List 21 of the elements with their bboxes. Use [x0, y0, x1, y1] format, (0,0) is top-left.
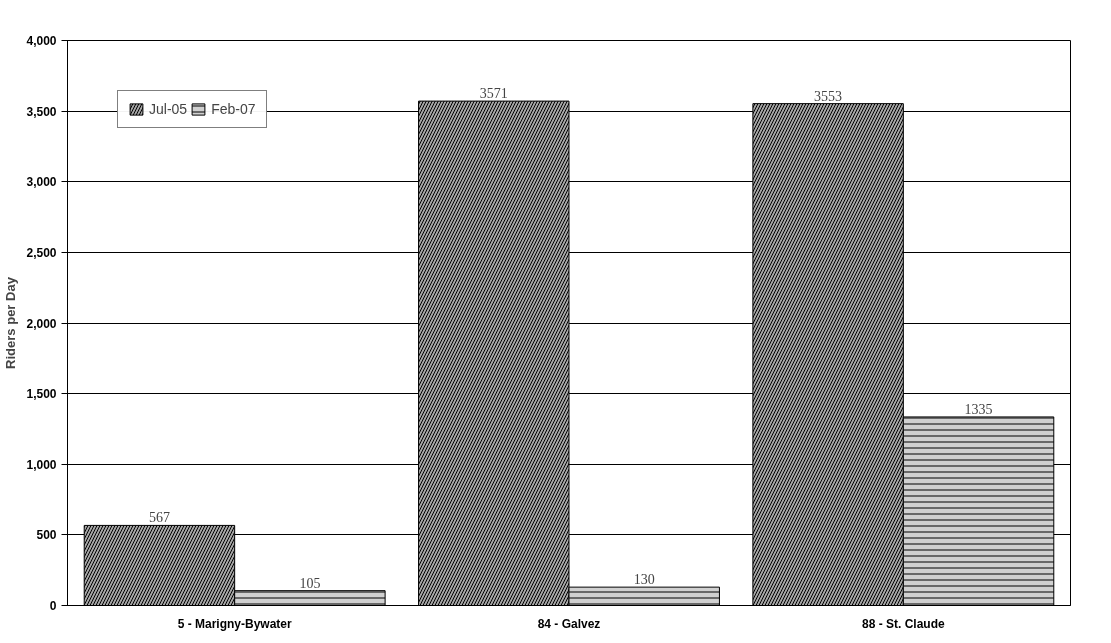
x-tick-label: 84 - Galvez — [537, 616, 601, 631]
data-label: 3571 — [479, 86, 508, 102]
y-tick-label: 0 — [49, 599, 57, 613]
data-label: 3553 — [814, 88, 843, 104]
y-tick-label: 3,500 — [26, 104, 57, 119]
data-label: 1335 — [964, 401, 993, 417]
y-tick-label: 2,000 — [26, 316, 57, 331]
data-label: 130 — [633, 572, 655, 588]
legend-label: Jul-05 — [149, 101, 188, 117]
y-tick-label: 500 — [36, 528, 57, 543]
legend-label: Feb-07 — [211, 101, 256, 117]
x-tick-label: 88 - St. Claude — [861, 616, 945, 631]
data-label: 567 — [148, 510, 170, 526]
y-tick-label: 1,500 — [26, 387, 57, 402]
y-tick-label: 2,500 — [26, 245, 57, 260]
data-label: 105 — [299, 575, 321, 591]
x-tick-label: 5 - Marigny-Bywater — [177, 616, 293, 631]
y-tick-label: 3,000 — [26, 175, 57, 190]
y-tick-label: 1,000 — [26, 457, 57, 472]
y-axis-title: Riders per Day — [3, 276, 19, 369]
y-tick-label: 4,000 — [26, 34, 57, 48]
